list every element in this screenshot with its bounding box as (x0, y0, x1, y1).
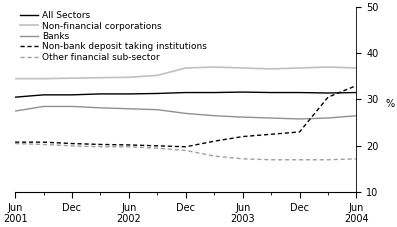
Non-financial corporations (240, 67, 245, 69)
Banks (326, 117, 330, 119)
Non-bank deposit taking institutions (354, 84, 359, 87)
Y-axis label: %: % (385, 99, 394, 109)
Line: Banks: Banks (15, 106, 357, 119)
Other financial sub-sector (269, 158, 274, 161)
Non-bank deposit taking institutions (183, 146, 188, 148)
Banks (354, 114, 359, 117)
Line: Non-bank deposit taking institutions: Non-bank deposit taking institutions (15, 86, 357, 147)
Banks (13, 110, 17, 112)
All Sectors (69, 94, 74, 96)
All Sectors (297, 91, 302, 94)
Banks (98, 106, 103, 109)
Non-bank deposit taking institutions (98, 143, 103, 146)
Non-financial corporations (183, 67, 188, 69)
Non-bank deposit taking institutions (212, 140, 217, 143)
Banks (212, 114, 217, 117)
Non-bank deposit taking institutions (297, 131, 302, 133)
Non-bank deposit taking institutions (69, 142, 74, 145)
Line: Other financial sub-sector: Other financial sub-sector (15, 143, 357, 160)
Legend: All Sectors, Non-financial corporations, Banks, Non-bank deposit taking institut: All Sectors, Non-financial corporations,… (19, 11, 207, 62)
Other financial sub-sector (69, 145, 74, 147)
Non-financial corporations (297, 67, 302, 69)
Banks (297, 118, 302, 120)
Other financial sub-sector (183, 149, 188, 152)
Non-financial corporations (127, 76, 131, 79)
Non-financial corporations (98, 76, 103, 79)
All Sectors (183, 91, 188, 94)
All Sectors (354, 91, 359, 94)
Other financial sub-sector (98, 146, 103, 148)
Non-bank deposit taking institutions (155, 145, 160, 147)
Banks (69, 105, 74, 108)
Line: Non-financial corporations: Non-financial corporations (15, 67, 357, 79)
Non-bank deposit taking institutions (41, 141, 46, 143)
Other financial sub-sector (326, 158, 330, 161)
Non-financial corporations (69, 77, 74, 79)
Other financial sub-sector (240, 158, 245, 160)
Non-bank deposit taking institutions (269, 133, 274, 136)
All Sectors (41, 94, 46, 96)
Non-financial corporations (13, 77, 17, 80)
All Sectors (155, 92, 160, 95)
Other financial sub-sector (297, 158, 302, 161)
Banks (240, 116, 245, 118)
Other financial sub-sector (354, 158, 359, 160)
Other financial sub-sector (13, 142, 17, 145)
Banks (155, 108, 160, 111)
Banks (183, 112, 188, 115)
Other financial sub-sector (155, 147, 160, 150)
Banks (127, 107, 131, 110)
All Sectors (13, 96, 17, 99)
Line: All Sectors: All Sectors (15, 92, 357, 97)
Non-financial corporations (354, 67, 359, 69)
All Sectors (212, 91, 217, 94)
Non-bank deposit taking institutions (326, 96, 330, 99)
Other financial sub-sector (41, 143, 46, 146)
All Sectors (98, 93, 103, 95)
Banks (269, 117, 274, 119)
Non-financial corporations (212, 66, 217, 68)
All Sectors (240, 91, 245, 94)
All Sectors (326, 92, 330, 94)
Non-bank deposit taking institutions (240, 135, 245, 138)
Non-financial corporations (326, 66, 330, 68)
Other financial sub-sector (127, 146, 131, 148)
Banks (41, 105, 46, 108)
Non-financial corporations (41, 77, 46, 80)
Non-bank deposit taking institutions (13, 141, 17, 143)
Other financial sub-sector (212, 155, 217, 157)
Non-financial corporations (155, 74, 160, 77)
Non-financial corporations (269, 68, 274, 70)
Non-bank deposit taking institutions (127, 143, 131, 146)
All Sectors (269, 91, 274, 94)
All Sectors (127, 93, 131, 95)
